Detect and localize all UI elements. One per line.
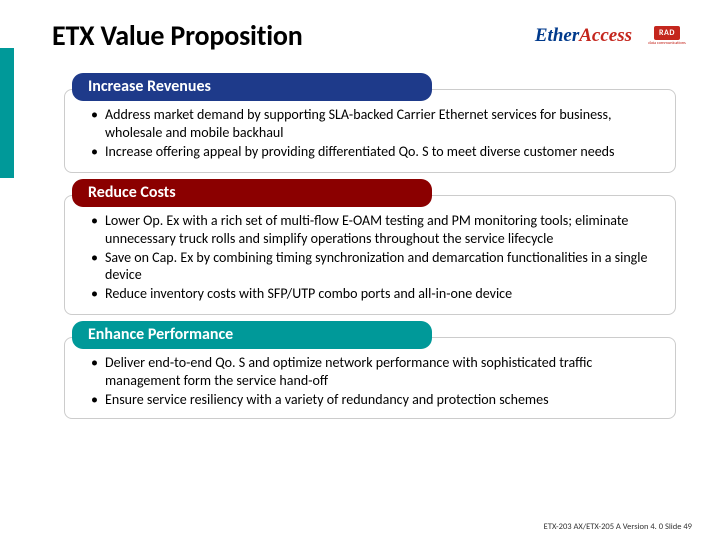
- list-item: Increase offering appeal by providing di…: [91, 143, 659, 161]
- box-performance: Deliver end-to-end Qo. S and optimize ne…: [64, 337, 676, 419]
- section-performance: Enhance Performance Deliver end-to-end Q…: [64, 321, 676, 419]
- heading-revenues: Increase Revenues: [72, 73, 432, 101]
- etheraccess-logo: EtherAccess: [535, 25, 632, 47]
- section-costs: Reduce Costs Lower Op. Ex with a rich se…: [64, 179, 676, 316]
- list-item: Address market demand by supporting SLA-…: [91, 106, 659, 142]
- logo-ether: Ether: [535, 25, 579, 46]
- slide-footer: ETX-203 AX/ETX-205 A Version 4. 0 Slide …: [544, 522, 692, 532]
- logo-group: EtherAccess RAD data communications: [535, 19, 688, 53]
- section-revenues: Increase Revenues Address market demand …: [64, 73, 676, 173]
- rad-sub: data communications: [648, 41, 685, 46]
- bullets-costs: Lower Op. Ex with a rich set of multi-fl…: [91, 212, 659, 304]
- content: Increase Revenues Address market demand …: [40, 73, 688, 419]
- logo-access: Access: [579, 25, 632, 46]
- list-item: Deliver end-to-end Qo. S and optimize ne…: [91, 354, 659, 390]
- slide: ETX Value Proposition EtherAccess RAD da…: [0, 0, 720, 540]
- heading-performance: Enhance Performance: [72, 321, 432, 349]
- bullets-revenues: Address market demand by supporting SLA-…: [91, 106, 659, 161]
- box-revenues: Address market demand by supporting SLA-…: [64, 89, 676, 173]
- rad-box: RAD: [654, 26, 680, 40]
- bullets-performance: Deliver end-to-end Qo. S and optimize ne…: [91, 354, 659, 409]
- list-item: Lower Op. Ex with a rich set of multi-fl…: [91, 212, 659, 248]
- heading-costs: Reduce Costs: [72, 179, 432, 207]
- rad-logo: RAD data communications: [646, 19, 688, 53]
- list-item: Save on Cap. Ex by combining timing sync…: [91, 249, 659, 285]
- box-costs: Lower Op. Ex with a rich set of multi-fl…: [64, 195, 676, 316]
- page-title: ETX Value Proposition: [52, 18, 303, 53]
- list-item: Ensure service resiliency with a variety…: [91, 391, 659, 409]
- header: ETX Value Proposition EtherAccess RAD da…: [40, 18, 688, 53]
- list-item: Reduce inventory costs with SFP/UTP comb…: [91, 285, 659, 303]
